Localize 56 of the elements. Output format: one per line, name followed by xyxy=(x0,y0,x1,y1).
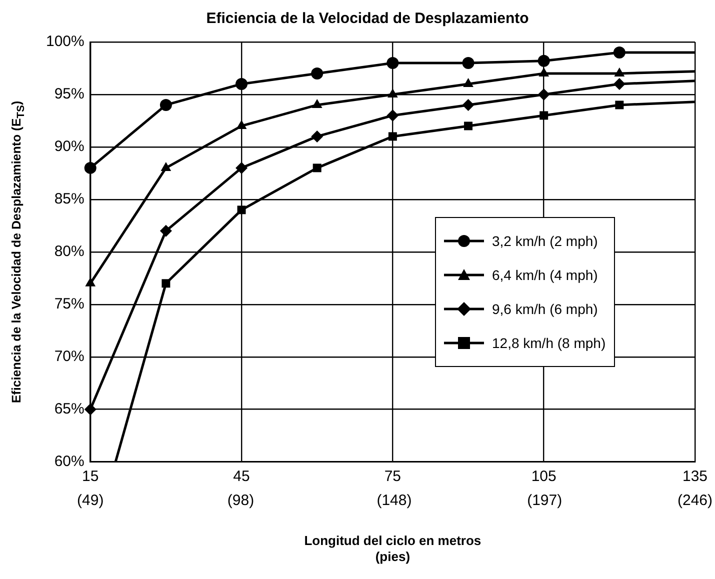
point xyxy=(312,164,322,172)
x2-tick-label: (148) xyxy=(376,492,412,509)
legend-label: 6,4 km/h (4 mph) xyxy=(492,266,598,283)
point xyxy=(462,98,474,111)
x-tick-label: 75 xyxy=(384,468,402,485)
point xyxy=(160,162,172,171)
y-tick-label: 100% xyxy=(46,33,84,50)
point xyxy=(236,120,247,129)
chart-title: Eficiencia de la Velocidad de Desplazamiento xyxy=(206,10,529,28)
point xyxy=(236,162,248,174)
point xyxy=(615,100,624,110)
point xyxy=(386,109,399,122)
point xyxy=(613,46,626,58)
y-tick-label: 90% xyxy=(54,138,84,156)
y-tick-label: 65% xyxy=(54,400,84,418)
point xyxy=(162,279,170,288)
point xyxy=(237,206,246,214)
x-axis-title: Longitud del ciclo en metros xyxy=(304,533,482,548)
point xyxy=(538,54,550,67)
point xyxy=(388,132,397,141)
point xyxy=(462,56,474,69)
point xyxy=(160,98,172,111)
point xyxy=(614,67,625,76)
y-tick-label: 70% xyxy=(54,348,84,365)
x2-tick-label: (197) xyxy=(527,492,562,509)
point xyxy=(538,88,550,100)
x-tick-label: 135 xyxy=(682,468,708,485)
point xyxy=(464,122,473,130)
x-tick-label: 45 xyxy=(233,468,250,485)
y-tick-label: 85% xyxy=(54,190,84,208)
x-tick-label: 15 xyxy=(82,468,99,485)
point xyxy=(538,67,550,76)
legend-label: 9,6 km/h (6 mph) xyxy=(492,300,598,317)
point xyxy=(311,130,324,142)
point xyxy=(540,111,548,120)
x2-tick-label: (49) xyxy=(77,492,104,509)
point xyxy=(386,56,399,69)
point xyxy=(311,67,324,80)
point xyxy=(160,224,172,237)
point xyxy=(387,88,398,98)
x2-tick-label: (98) xyxy=(227,492,254,509)
legend-label: 3,2 km/h (2 mph) xyxy=(492,232,598,249)
point xyxy=(463,78,474,87)
y-tick-label: 75% xyxy=(54,296,84,313)
point xyxy=(312,98,322,108)
point xyxy=(236,78,248,90)
y-tick-label: 60% xyxy=(54,452,84,470)
x2-tick-label: (246) xyxy=(677,492,713,509)
y-tick-label: 95% xyxy=(54,86,84,103)
point xyxy=(84,162,96,174)
x-tick-label: 105 xyxy=(531,468,556,485)
point xyxy=(613,78,626,90)
legend-label: 12,8 km/h (8 mph) xyxy=(492,334,606,351)
point xyxy=(84,403,96,416)
y-tick-label: 80% xyxy=(54,243,84,260)
x2-axis-title: (pies) xyxy=(375,548,410,564)
